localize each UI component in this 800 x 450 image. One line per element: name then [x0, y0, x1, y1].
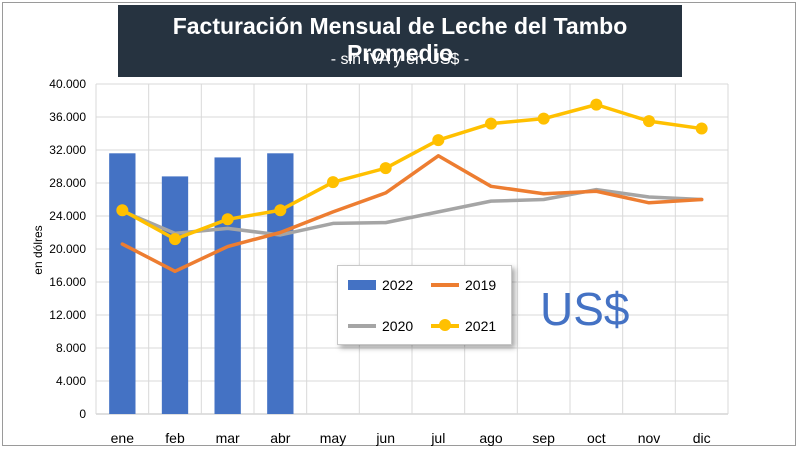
marker-2021-oct — [590, 98, 603, 111]
y-tick-label: 16.000 — [49, 275, 86, 289]
marker-2021-abr — [274, 204, 287, 217]
legend-swatch-2019 — [431, 280, 459, 290]
y-tick-label: 20.000 — [49, 242, 86, 256]
bar-2022-feb — [161, 176, 189, 414]
y-axis-ticks: 0 4.000 8.000 12.000 16.000 20.000 24.000 28.00… — [49, 77, 86, 421]
bar-2022-mar — [214, 157, 241, 415]
bar-2022-abr — [267, 153, 294, 415]
marker-2021-mar — [221, 213, 234, 226]
line-2021 — [120, 102, 704, 241]
y-tick-label: 12.000 — [49, 308, 86, 322]
x-tick-label: may — [320, 430, 346, 446]
line-2019 — [120, 154, 704, 274]
legend-swatch-2021 — [431, 319, 459, 331]
marker-2021-jun — [379, 162, 392, 175]
y-tick-label: 24.000 — [49, 209, 86, 223]
legend-item-2020: 2020 — [348, 318, 413, 334]
legend-item-2022: 2022 — [348, 277, 413, 293]
marker-2021-may — [327, 176, 339, 189]
legend-label-2022: 2022 — [382, 277, 414, 293]
x-tick-label: ago — [479, 430, 503, 446]
x-tick-label: mar — [216, 430, 240, 446]
y-axis-label: en dólres — [31, 225, 45, 274]
y-tick-label: 0 — [79, 407, 86, 421]
legend-label-2021: 2021 — [465, 318, 497, 334]
legend-label-2019: 2019 — [465, 277, 497, 293]
chart-title: Facturación Mensual de Leche del Tambo P… — [172, 13, 628, 66]
legend-label-2020: 2020 — [382, 318, 414, 334]
legend-swatch-2022 — [348, 280, 376, 290]
series-lines — [116, 98, 708, 274]
x-tick-label: jun — [375, 430, 395, 446]
currency-watermark: US$ — [540, 283, 630, 335]
legend: 2022 2019 2020 2021 — [337, 265, 512, 345]
x-axis-ticks: ene feb mar abr may jun jul ago sep oct nov dic — [111, 430, 711, 446]
chart-subtitle: - sin IVA y en US$ - — [330, 51, 470, 68]
marker-2021-dic — [695, 122, 708, 135]
x-tick-label: oct — [587, 430, 606, 446]
gridlines — [95, 83, 729, 415]
marker-2021-feb — [169, 233, 181, 246]
x-tick-label: ene — [111, 430, 135, 446]
legend-item-2021: 2021 — [431, 318, 496, 334]
bar-2022-ene — [109, 153, 136, 415]
x-tick-label: feb — [165, 430, 185, 446]
marker-2021-nov — [643, 115, 655, 128]
x-tick-label: jul — [430, 430, 445, 446]
marker-2021-jul — [432, 134, 445, 147]
x-tick-label: sep — [532, 430, 555, 446]
y-tick-label: 4.000 — [56, 374, 86, 388]
y-tick-label: 36.000 — [49, 110, 86, 124]
y-tick-label: 8.000 — [56, 341, 86, 355]
legend-item-2019: 2019 — [431, 277, 496, 293]
marker-2021-ago — [485, 117, 497, 130]
y-tick-label: 28.000 — [49, 176, 86, 190]
title-banner: Facturación Mensual de Leche del Tambo P… — [118, 5, 682, 77]
y-tick-label: 40.000 — [49, 77, 86, 91]
line-2020 — [120, 187, 704, 237]
x-tick-label: dic — [693, 430, 711, 446]
marker-2021-sep — [537, 112, 550, 125]
legend-swatch-2020 — [348, 321, 376, 331]
x-tick-label: abr — [270, 430, 291, 446]
x-tick-label: nov — [638, 430, 661, 446]
marker-2021-ene — [116, 204, 129, 217]
slide-frame — [2, 2, 796, 446]
y-tick-label: 32.000 — [49, 143, 86, 157]
bars-2022 — [109, 153, 294, 415]
